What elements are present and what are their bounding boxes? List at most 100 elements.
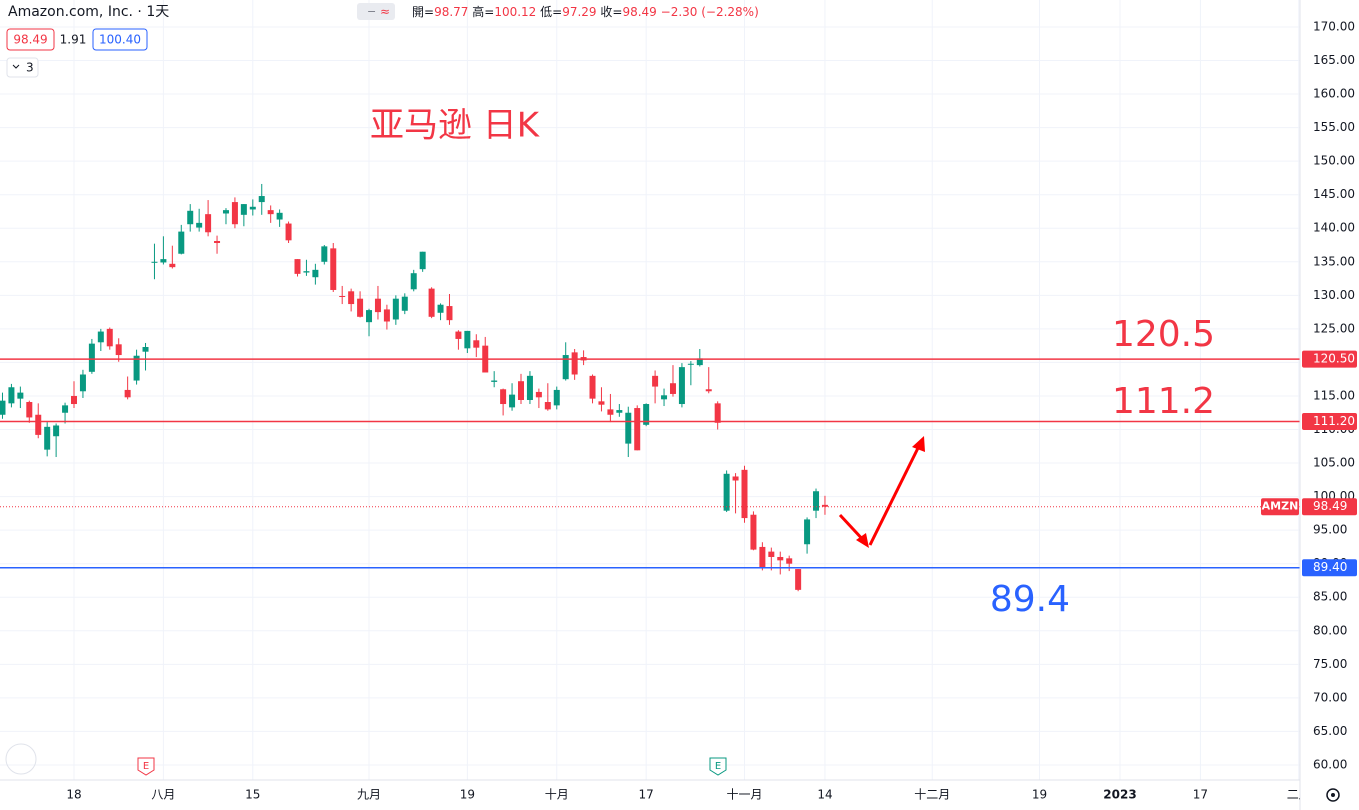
candle-body xyxy=(187,210,194,225)
candle-body xyxy=(526,375,533,400)
candle-body xyxy=(276,212,283,220)
x-tick-label: 十一月 xyxy=(726,788,762,802)
y-tick-label: 95.00 xyxy=(1313,523,1347,537)
candle-body xyxy=(97,331,104,343)
y-tick-label: 80.00 xyxy=(1313,623,1347,637)
candle-body xyxy=(723,473,730,511)
candle-body xyxy=(0,400,6,415)
candle-body xyxy=(303,271,310,273)
y-tick-label: 60.00 xyxy=(1313,757,1347,771)
candle-body xyxy=(553,389,560,406)
candle-body xyxy=(750,514,757,550)
candle-body xyxy=(348,291,355,305)
candle-body xyxy=(383,309,390,322)
last-price-tag xyxy=(1302,498,1357,516)
arrow xyxy=(868,443,922,546)
ohlc-value: 100.12 xyxy=(494,5,536,19)
candle-body xyxy=(687,363,694,365)
candle-body xyxy=(169,263,176,268)
candle-body xyxy=(357,298,364,317)
candle-body xyxy=(625,412,632,444)
candle-body xyxy=(142,346,149,352)
candle-body xyxy=(231,202,238,225)
candle-body xyxy=(214,240,221,244)
x-tick-label: 二月 xyxy=(1287,788,1311,802)
candle-body xyxy=(598,401,605,405)
candle-body xyxy=(196,222,203,228)
candle-body xyxy=(151,261,158,263)
x-axis: 18 八月 15 九月 19 十月 17 十一月 14 十二月 19 2023 17 二月 xyxy=(66,788,1311,802)
earnings-marker[interactable]: E xyxy=(137,757,155,776)
earnings-marker[interactable]: E xyxy=(709,757,727,776)
y-tick-label: 85.00 xyxy=(1313,590,1347,604)
candle-body xyxy=(428,288,435,317)
candle-body xyxy=(634,408,641,451)
ohlc-label: 開= xyxy=(412,5,434,19)
y-tick-label: 75.00 xyxy=(1313,657,1347,671)
candle-body xyxy=(473,340,480,348)
ohlc-change: −2.30 (−2.28%) xyxy=(661,5,759,19)
level-tag-label: 111.20 xyxy=(1313,414,1355,428)
earnings-label: E xyxy=(715,761,721,772)
y-tick-label: 115.00 xyxy=(1313,388,1355,402)
ask: 100.40 xyxy=(99,33,141,47)
candle-body xyxy=(249,206,256,210)
symbol-tag-label: AMZN xyxy=(1262,500,1299,513)
candle-body xyxy=(71,395,77,405)
x-tick-label: 九月 xyxy=(357,788,381,802)
x-tick-label: 19 xyxy=(460,788,475,802)
candle-body xyxy=(88,343,95,372)
candle-body xyxy=(419,251,426,270)
mode-icon: ≈ xyxy=(380,5,390,19)
candle-body xyxy=(133,355,140,381)
candle-body xyxy=(500,389,507,405)
level-tag-label: 89.40 xyxy=(1313,560,1347,574)
candle-body xyxy=(35,414,42,435)
x-tick-label: 14 xyxy=(817,788,832,802)
candle-body xyxy=(240,204,247,215)
grid xyxy=(0,0,1300,780)
bid-box[interactable] xyxy=(6,28,55,51)
indicator-toggle[interactable] xyxy=(6,57,39,78)
candle-body xyxy=(652,375,659,387)
indicator-count: 3 xyxy=(26,61,34,75)
ask-box[interactable] xyxy=(92,28,148,51)
candle-body xyxy=(178,231,185,254)
arrowhead xyxy=(912,436,925,452)
candle-body xyxy=(321,246,328,262)
candle-body xyxy=(669,383,676,394)
ohlc-label: 高= xyxy=(472,4,494,19)
y-tick-label: 125.00 xyxy=(1313,321,1355,335)
candle-body xyxy=(446,306,453,321)
mode-toggle[interactable] xyxy=(357,3,395,20)
candle-body xyxy=(795,569,802,590)
candle-body xyxy=(17,392,24,399)
ohlc-value: 98.49 xyxy=(622,5,656,19)
y-axis: 60.0065.0070.0075.0080.0085.0090.0095.00… xyxy=(1302,19,1357,771)
candle-body xyxy=(53,425,60,437)
ohlc-label: 低= xyxy=(540,5,562,19)
candle-body xyxy=(759,546,766,569)
candle-body xyxy=(705,389,712,392)
candle-body xyxy=(696,358,703,366)
y-tick-label: 170.00 xyxy=(1313,19,1355,33)
candle-body xyxy=(222,210,229,214)
ohlc-label: 收= xyxy=(600,5,622,19)
candle-body xyxy=(258,196,265,203)
ohlc-value: 97.29 xyxy=(562,5,596,19)
candle-body xyxy=(455,331,462,339)
earnings-label: E xyxy=(143,761,149,772)
candle-body xyxy=(607,409,614,415)
y-tick-label: 140.00 xyxy=(1313,221,1355,235)
candle-body xyxy=(285,223,292,241)
x-tick-label: 18 xyxy=(66,788,81,802)
y-tick-label: 130.00 xyxy=(1313,288,1355,302)
candle-body xyxy=(267,210,274,215)
y-tick-label: 160.00 xyxy=(1313,87,1355,101)
x-tick-label: 17 xyxy=(639,788,654,802)
candle-body xyxy=(44,426,51,450)
candle-body xyxy=(115,344,122,356)
settings-icon[interactable] xyxy=(1326,788,1340,802)
candle-body xyxy=(410,273,417,290)
y-tick-label: 165.00 xyxy=(1313,53,1355,67)
